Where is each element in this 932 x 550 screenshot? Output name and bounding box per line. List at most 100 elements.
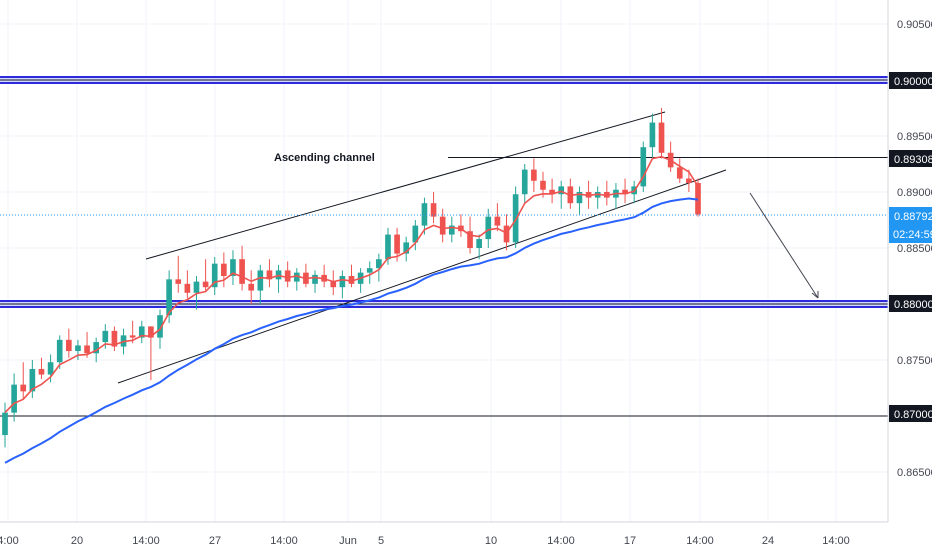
candle-body[interactable] — [175, 279, 182, 284]
candle-body[interactable] — [239, 259, 245, 284]
candle-body[interactable] — [412, 225, 419, 243]
projection-arrow-head — [811, 291, 819, 299]
time-tick-label: Jun — [339, 535, 357, 547]
candle-body[interactable] — [622, 189, 628, 195]
time-tick-label: 4:00 — [0, 535, 19, 547]
channel-upper-line[interactable] — [145, 111, 666, 260]
candle-body[interactable] — [56, 339, 63, 363]
candle-body[interactable] — [439, 216, 446, 235]
time-axis[interactable]: 4:00 20 14:00 27 14:00 Jun 5 10 14:00 17 14:00 24 14… — [0, 521, 888, 547]
time-tick-label: 24 — [762, 535, 774, 547]
candle-body[interactable] — [421, 203, 428, 226]
candle-body[interactable] — [448, 225, 455, 235]
time-tick-label: 27 — [209, 535, 221, 547]
candle-body[interactable] — [66, 339, 72, 352]
candle-body[interactable] — [531, 169, 537, 181]
resistance-price-tag: 0.90000 — [889, 72, 932, 89]
level-price-tag: 0.87000 — [889, 405, 932, 422]
candle-body[interactable] — [686, 178, 692, 184]
candle-body[interactable] — [157, 315, 163, 338]
projection-arrow-line[interactable] — [749, 192, 819, 299]
support-price-text: 0.88000 — [894, 299, 932, 311]
channel-label: Ascending channel — [274, 152, 375, 164]
candle-body[interactable] — [430, 203, 437, 217]
candle-body[interactable] — [266, 270, 273, 280]
candle-body[interactable] — [38, 368, 45, 375]
candle-body[interactable] — [248, 283, 255, 291]
candle-body[interactable] — [11, 384, 17, 413]
candle-body[interactable] — [20, 384, 27, 392]
countdown-text: 02:24:59 — [893, 229, 932, 241]
candle-body[interactable] — [494, 216, 501, 226]
candle-body[interactable] — [540, 180, 546, 190]
resistance-price-text: 0.90000 — [894, 76, 932, 88]
candle-body[interactable] — [230, 259, 236, 276]
candle-body[interactable] — [293, 272, 300, 282]
candle-body[interactable] — [348, 276, 355, 284]
candle-body[interactable] — [184, 283, 191, 293]
neckline-price-text: 0.89308 — [894, 154, 932, 166]
time-tick-label: 14:00 — [270, 535, 298, 547]
candle-body[interactable] — [403, 242, 410, 254]
candle-body[interactable] — [576, 192, 583, 204]
candle-body[interactable] — [339, 276, 346, 288]
candle-body[interactable] — [366, 268, 373, 273]
candle-body[interactable] — [312, 274, 318, 284]
candle-body[interactable] — [257, 270, 264, 291]
candle-body[interactable] — [385, 234, 391, 260]
candle-body[interactable] — [193, 281, 200, 293]
price-tick-label: 0.86500 — [897, 467, 932, 479]
candle-body[interactable] — [75, 345, 81, 352]
candle-body[interactable] — [129, 335, 136, 338]
candle-body[interactable] — [2, 412, 8, 436]
candle-body[interactable] — [549, 189, 555, 195]
horizontal-levels[interactable] — [0, 76, 888, 417]
time-tick-label: 14:00 — [686, 535, 714, 547]
candle-body[interactable] — [521, 169, 528, 195]
candle-body[interactable] — [476, 239, 482, 248]
candle-body[interactable] — [148, 326, 154, 338]
candle-body[interactable] — [138, 326, 145, 338]
candle-body[interactable] — [649, 122, 656, 148]
last-price-text: 0.88792 — [894, 211, 932, 223]
candle-body[interactable] — [29, 368, 36, 392]
time-tick-label: 14:00 — [822, 535, 850, 547]
candle-body[interactable] — [394, 234, 400, 254]
candle-body[interactable] — [221, 263, 227, 276]
candle-body[interactable] — [467, 231, 473, 248]
support-price-tag: 0.88000 — [889, 295, 932, 312]
ema-slow-line[interactable] — [4, 197, 699, 464]
neckline-price-tag: 0.89308 — [889, 150, 932, 167]
candle-body[interactable] — [640, 147, 647, 187]
level-price-text: 0.87000 — [894, 409, 932, 421]
candle-body[interactable] — [284, 270, 291, 282]
ema-fast-line[interactable] — [4, 155, 699, 414]
channel-lower-line[interactable] — [117, 169, 727, 384]
candle-body[interactable] — [512, 194, 519, 243]
candle-body[interactable] — [166, 279, 172, 316]
candle-body[interactable] — [111, 330, 118, 347]
candle-body[interactable] — [676, 167, 683, 179]
last-price-tag: 0.88792 02:24:59 — [889, 207, 932, 243]
time-tick-label: 20 — [71, 535, 83, 547]
time-tick-label: 5 — [378, 535, 384, 547]
candle-body[interactable] — [202, 281, 209, 288]
candle-body[interactable] — [93, 342, 100, 354]
candle-body[interactable] — [658, 122, 665, 153]
candle-body[interactable] — [330, 281, 337, 288]
candle-body[interactable] — [485, 216, 492, 240]
time-tick-label: 14:00 — [132, 535, 160, 547]
candle-body[interactable] — [558, 186, 565, 195]
candle-body[interactable] — [102, 330, 109, 343]
candle-body[interactable] — [211, 263, 218, 288]
candle-body[interactable] — [47, 362, 54, 375]
time-tick-label: 10 — [485, 535, 497, 547]
candle-body[interactable] — [84, 345, 90, 354]
candle-body[interactable] — [376, 259, 382, 269]
